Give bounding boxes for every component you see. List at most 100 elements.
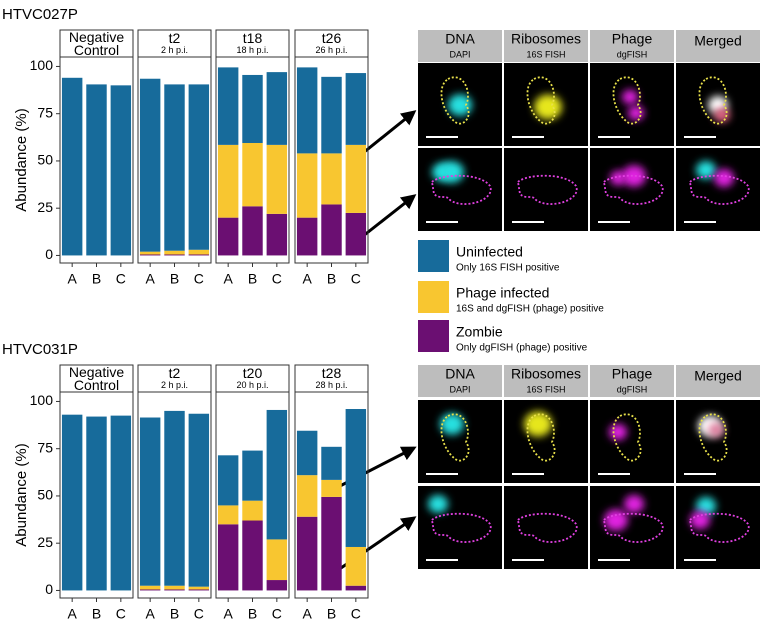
y-tick-label: 100 — [30, 392, 54, 408]
facet-strip — [294, 364, 369, 393]
image-header-subtitle: dgFISH — [617, 49, 648, 59]
signal-blob — [448, 94, 472, 116]
image-header-title: Merged — [694, 33, 741, 49]
x-tick-label: B — [92, 271, 101, 287]
bar-segment — [321, 204, 342, 256]
signal-blob — [440, 413, 464, 435]
cell-outline — [689, 512, 750, 543]
facet-title-box: Negative Control — [69, 30, 124, 57]
image-header-title: Ribosomes — [511, 31, 581, 47]
x-tick-label: C — [194, 271, 204, 287]
cell-outline — [698, 413, 728, 462]
bar-segment — [296, 430, 318, 476]
bar-segment — [296, 217, 318, 256]
x-tick-label: C — [351, 271, 361, 287]
x-tick-label: C — [351, 606, 361, 622]
x-tick-label: B — [248, 606, 257, 622]
panel-label: HTVC027P — [2, 6, 78, 23]
facet-subtitle: 20 h p.i. — [236, 379, 269, 390]
bar-segment — [164, 254, 185, 256]
facet-title: t18 — [242, 30, 263, 46]
image-header-subtitle: 16S FISH — [526, 49, 565, 59]
y-tick-label: 25 — [37, 199, 53, 215]
legend-label: Phage infected — [456, 285, 549, 301]
y-tick-label: 25 — [37, 534, 53, 550]
signal-blob — [714, 169, 734, 187]
signal-blob — [624, 495, 644, 513]
micrograph — [676, 400, 760, 483]
cell-outline — [526, 76, 556, 125]
micrograph — [590, 400, 674, 483]
bar-segment — [266, 144, 288, 214]
bar-segment — [188, 589, 210, 591]
bar-segment — [139, 254, 161, 256]
x-tick-label: B — [170, 271, 179, 287]
x-tick-label: C — [272, 271, 282, 287]
facet-subtitle: 2 h p.i. — [160, 379, 189, 390]
micrograph — [590, 148, 674, 231]
micrograph — [504, 148, 588, 231]
facet-strip — [59, 29, 134, 58]
bar-segment — [242, 520, 263, 591]
signal-blob — [524, 411, 552, 437]
facet-subtitle: 2 h p.i. — [160, 44, 189, 55]
bar-segment — [296, 67, 318, 154]
image-header-title: Phage — [612, 366, 653, 382]
x-tick-label: C — [272, 606, 282, 622]
facet-title: t20 — [242, 365, 263, 381]
bar-segment — [188, 249, 210, 255]
facet-strip — [137, 29, 212, 58]
image-header-title: Phage — [612, 31, 653, 47]
cell-outline — [440, 413, 470, 462]
facet-title: t28 — [321, 365, 342, 381]
cell-outline — [526, 413, 556, 462]
bar-segment — [242, 206, 263, 256]
signal-blob — [696, 497, 716, 515]
legend-swatch — [418, 320, 449, 352]
facet-title: t2 — [168, 30, 181, 46]
x-tick-label: A — [223, 271, 233, 287]
signal-blob — [708, 422, 724, 438]
bar-segment — [345, 409, 367, 547]
x-tick-label: A — [145, 271, 155, 287]
x-tick-label: A — [223, 606, 233, 622]
image-header — [504, 30, 588, 62]
bar-segment — [321, 153, 342, 205]
bar-segment — [217, 217, 239, 256]
signal-blob — [622, 165, 646, 187]
signal-blob — [440, 161, 464, 183]
y-tick-label: 75 — [37, 439, 53, 455]
panel-label: HTVC031P — [2, 341, 78, 358]
facet-title: t26 — [321, 30, 342, 46]
facet-strip — [294, 29, 369, 58]
y-tick-label: 50 — [37, 152, 53, 168]
bar-segment — [321, 496, 342, 591]
x-tick-label: A — [145, 606, 155, 622]
bar-segment — [266, 72, 288, 145]
facet-title: t2 — [168, 365, 181, 381]
signal-blob — [714, 107, 730, 123]
signal-blob — [690, 511, 710, 529]
legend-label: Zombie — [456, 324, 503, 340]
bar-segment — [139, 585, 161, 590]
bar-segment — [242, 500, 263, 521]
image-header — [418, 365, 502, 397]
bar-segment — [242, 142, 263, 207]
micrograph — [590, 63, 674, 146]
legend-swatch — [418, 281, 449, 313]
bar-segment — [188, 586, 210, 590]
x-tick-label: B — [327, 606, 336, 622]
image-header-subtitle: 16S FISH — [526, 384, 565, 394]
signal-blob — [534, 94, 562, 120]
micrograph — [676, 148, 760, 231]
cell-outline — [612, 76, 642, 125]
cell-outline — [431, 512, 492, 543]
cell-outline — [517, 174, 578, 205]
signal-blob — [604, 509, 628, 531]
bar-segment — [139, 251, 161, 255]
y-axis-label: Abundance (%) — [13, 108, 30, 211]
legend-note: Only dgFISH (phage) positive — [456, 343, 588, 354]
image-header — [590, 30, 674, 62]
